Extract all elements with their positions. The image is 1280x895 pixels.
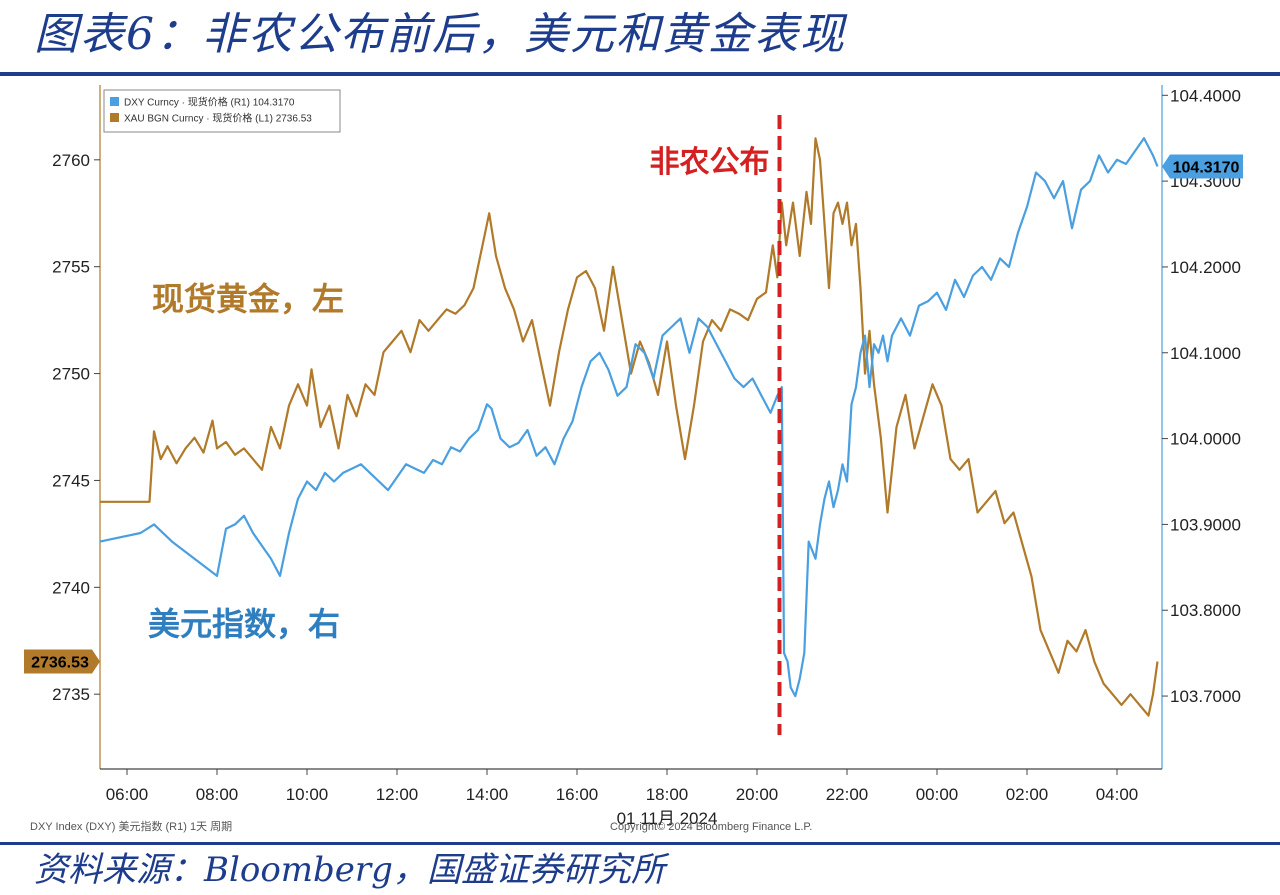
right-axis: 103.7000 103.8000 103.9000 104.0000 104.1000… (1161, 85, 1241, 769)
title-rule (0, 72, 1280, 76)
right-tick-label: 103.9000 (1170, 515, 1241, 534)
left-tick-label: 2745 (52, 471, 90, 490)
right-tick-label: 104.0000 (1170, 430, 1241, 449)
x-axis: 06:00 08:00 10:00 12:00 14:00 16:00 18:00 20:00… (100, 768, 1162, 828)
x-tick-label: 08:00 (196, 785, 239, 804)
left-value-badge-text: 2736.53 (31, 654, 89, 671)
right-tick-label: 104.2000 (1170, 258, 1241, 277)
plot-area (100, 85, 1162, 769)
gold-series-line (100, 137, 1159, 717)
right-tick-label: 104.1000 (1170, 344, 1241, 363)
x-tick-label: 20:00 (736, 785, 779, 804)
x-date-label: 01 11月 2024 (617, 809, 718, 828)
x-tick-label: 12:00 (376, 785, 419, 804)
x-tick-label: 06:00 (106, 785, 149, 804)
left-axis: 2735 2740 2745 2750 2755 2760 (52, 85, 101, 769)
legend-entry: XAU BGN Curncy · 现货价格 (L1) 2736.53 (124, 112, 312, 125)
x-tick-label: 22:00 (826, 785, 869, 804)
event-label: 非农公布 (650, 145, 770, 180)
left-tick-label: 2740 (52, 578, 90, 597)
event-layer: 非农公布 (650, 115, 782, 735)
left-tick-label: 2750 (52, 365, 90, 384)
x-tick-label: 02:00 (1006, 785, 1049, 804)
right-value-badge (1162, 154, 1243, 179)
left-value-badge (24, 649, 100, 674)
left-tick-label: 2755 (52, 258, 90, 277)
right-tick-label: 103.7000 (1170, 687, 1241, 706)
left-tick-label: 2760 (52, 151, 90, 170)
right-tick-label: 104.4000 (1170, 86, 1241, 105)
axis-badges: 2736.53 104.3170 (24, 154, 1243, 674)
right-value-badge-text: 104.3170 (1173, 160, 1240, 177)
chart: 2735 2740 2745 2750 2755 2760 103.7000 103.800… (24, 85, 1243, 833)
source-note: 资料来源：Bloomberg，国盛证券研究所 (34, 850, 665, 890)
legend-swatch (110, 113, 119, 122)
legend-swatch (110, 97, 119, 106)
source-rule (0, 842, 1280, 845)
x-tick-label: 14:00 (466, 785, 509, 804)
legend-box (103, 89, 341, 133)
x-tick-label: 04:00 (1096, 785, 1139, 804)
chart-footnote-left: DXY Index (DXY) 美元指数 (R1) 1天 周期 (30, 819, 232, 833)
figure-title: 图表6：非农公布前后，美元和黄金表现 (34, 9, 846, 60)
legend: DXY Curncy · 现货价格 (R1) 104.3170 XAU BGN C… (103, 89, 341, 133)
right-tick-label: 103.8000 (1170, 601, 1241, 620)
chart-footnote-right: Copyright© 2024 Bloomberg Finance L.P. (610, 821, 812, 833)
x-tick-label: 10:00 (286, 785, 329, 804)
x-tick-label: 18:00 (646, 785, 689, 804)
x-tick-label: 00:00 (916, 785, 959, 804)
dxy-series-line (99, 137, 1159, 698)
left-tick-label: 2735 (52, 685, 90, 704)
dxy-series-label: 美元指数，右 (148, 605, 340, 643)
gold-series-label: 现货黄金，左 (152, 280, 344, 318)
series-layer (99, 137, 1159, 717)
x-tick-label: 16:00 (556, 785, 599, 804)
legend-entry: DXY Curncy · 现货价格 (R1) 104.3170 (124, 96, 295, 109)
